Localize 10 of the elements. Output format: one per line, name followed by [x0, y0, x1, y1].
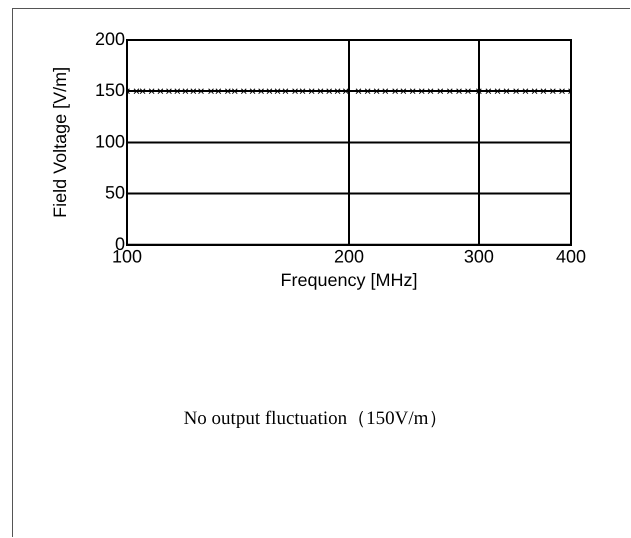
y-tick-label: 150 — [94, 80, 125, 100]
y-tick-label: 100 — [94, 131, 125, 152]
x-axis-title: Frequency [MHz] — [280, 270, 418, 290]
y-tick-label: 50 — [104, 182, 125, 203]
y-axis-title: Field Voltage [V/m] — [50, 66, 70, 218]
text: No output fluctuation（150V/m） — [182, 407, 448, 431]
x-tick-label: 300 — [464, 246, 494, 267]
y-tick-label: 200 — [94, 28, 125, 49]
x-tick-label: 200 — [334, 246, 364, 267]
x-tick-label: 400 — [556, 246, 586, 267]
